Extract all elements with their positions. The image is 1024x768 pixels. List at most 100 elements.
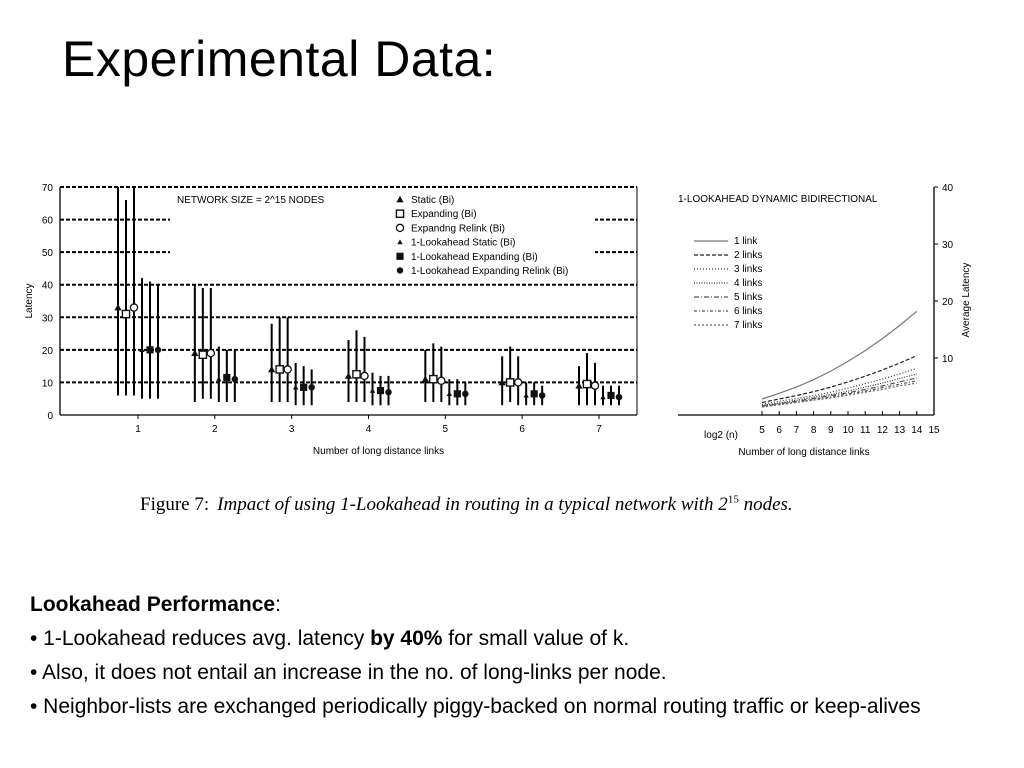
x-tick-label: 1 bbox=[135, 424, 141, 435]
data-point bbox=[114, 303, 122, 311]
series-line bbox=[761, 310, 918, 400]
data-point bbox=[530, 390, 538, 398]
notes-section: Lookahead Performance: • 1-Lookahead red… bbox=[30, 588, 990, 724]
legend-label: 3 links bbox=[734, 264, 762, 275]
data-point bbox=[538, 392, 546, 399]
x-tick-label: 5 bbox=[759, 425, 765, 436]
legend-label: 2 links bbox=[734, 250, 762, 261]
x-tick-label: 7 bbox=[596, 424, 602, 435]
data-point bbox=[385, 388, 392, 396]
data-point bbox=[308, 384, 315, 391]
bullet-2-text: • Also, it does not entail an increase i… bbox=[30, 661, 667, 684]
caption-text: Impact of using 1-Lookahead in routing i… bbox=[217, 494, 793, 515]
x-tick-label: 14 bbox=[911, 425, 923, 436]
x-axis-label: Number of long distance links bbox=[738, 447, 869, 458]
caption-superscript: 15 bbox=[727, 494, 739, 506]
legend-label: 4 links bbox=[734, 278, 762, 289]
data-point bbox=[344, 372, 353, 379]
x-tick-label: 6 bbox=[776, 425, 782, 436]
data-point bbox=[523, 392, 529, 398]
figure-caption: Figure 7: Impact of using 1-Lookahead in … bbox=[140, 494, 793, 516]
legend-marker bbox=[396, 195, 404, 203]
y-tick-label: 10 bbox=[942, 354, 954, 365]
data-point bbox=[206, 348, 216, 358]
latency-chart: 0 10 20 30 40 50 60 70 1 2 3 4 5 6 7 Number of long dis… bbox=[24, 183, 638, 457]
data-point bbox=[146, 346, 154, 354]
y-tick-label: 40 bbox=[42, 281, 54, 292]
bullet-1: • 1-Lookahead reduces avg. latency by 40… bbox=[30, 622, 990, 656]
notes-heading-suffix: : bbox=[275, 593, 281, 616]
data-point bbox=[191, 349, 199, 356]
data-point bbox=[607, 391, 615, 400]
data-point bbox=[360, 371, 369, 381]
series-line bbox=[761, 367, 917, 405]
legend-label: 6 links bbox=[734, 306, 762, 317]
y-tick-label: 0 bbox=[47, 411, 53, 422]
data-point bbox=[369, 387, 376, 393]
legend-marker bbox=[397, 239, 403, 245]
data-point bbox=[498, 378, 506, 386]
data-point bbox=[292, 384, 299, 390]
chart-title: NETWORK SIZE = 2^15 NODES bbox=[177, 195, 325, 206]
x-tick-label: 15 bbox=[928, 425, 940, 436]
caption-label: Figure 7: bbox=[140, 494, 210, 516]
x-tick-label: 4 bbox=[366, 424, 372, 435]
slide-title: Experimental Data: bbox=[62, 31, 497, 87]
y-axis-label: Average Latency bbox=[961, 263, 972, 338]
data-point bbox=[615, 393, 623, 401]
y-tick-label: 50 bbox=[42, 248, 54, 259]
data-point bbox=[582, 379, 592, 389]
series-line bbox=[761, 355, 918, 404]
data-point bbox=[513, 378, 523, 387]
data-point bbox=[505, 378, 515, 387]
legend-marker bbox=[395, 223, 405, 233]
y-tick-label: 30 bbox=[942, 240, 954, 251]
data-point bbox=[275, 365, 284, 374]
legend-marker bbox=[395, 209, 405, 219]
notes-heading-line: Lookahead Performance: bbox=[30, 588, 990, 622]
y-tick-label: 20 bbox=[42, 346, 54, 357]
bullet-3-text: • Neighbor-lists are exchanged periodica… bbox=[30, 695, 921, 718]
x-prefix-label: log2 (n) bbox=[704, 430, 738, 441]
series-line bbox=[761, 377, 917, 407]
legend-box bbox=[170, 190, 595, 278]
series-line bbox=[761, 380, 917, 407]
legend-label: Expandng Relink (Bi) bbox=[411, 223, 505, 234]
data-point bbox=[129, 303, 139, 312]
bullet-1-text: • 1-Lookahead reduces avg. latency bbox=[30, 627, 371, 650]
data-point bbox=[376, 386, 385, 395]
bullet-2: • Also, it does not entail an increase i… bbox=[30, 656, 990, 690]
series-line bbox=[761, 373, 917, 406]
data-point bbox=[575, 382, 583, 389]
data-point bbox=[462, 390, 469, 398]
x-tick-label: 3 bbox=[289, 424, 295, 435]
legend-label: 1-Lookahead Expanding Relink (Bi) bbox=[411, 266, 568, 277]
legend-marker bbox=[396, 267, 404, 274]
legend-label: 1 link bbox=[734, 236, 758, 247]
legend-label: Expanding (Bi) bbox=[411, 209, 477, 220]
x-tick-label: 10 bbox=[842, 425, 854, 436]
x-tick-label: 7 bbox=[794, 425, 800, 436]
data-point bbox=[421, 375, 429, 383]
data-point bbox=[154, 346, 162, 354]
y-tick-label: 20 bbox=[942, 297, 954, 308]
legend-label: 1-Lookahead Static (Bi) bbox=[411, 238, 516, 249]
x-axis-label: Number of long distance links bbox=[313, 446, 444, 457]
data-point bbox=[216, 376, 222, 382]
x-tick-label: 5 bbox=[443, 424, 449, 435]
y-tick-label: 70 bbox=[42, 183, 54, 194]
data-point bbox=[352, 369, 361, 379]
caption-text-before: Impact of using 1-Lookahead in routing i… bbox=[217, 494, 728, 516]
x-tick-label: 13 bbox=[894, 425, 906, 436]
y-tick-label: 40 bbox=[942, 183, 954, 194]
data-point bbox=[437, 376, 446, 386]
y-tick-label: 60 bbox=[42, 216, 54, 227]
data-point bbox=[139, 347, 145, 353]
data-point bbox=[600, 394, 606, 400]
data-point bbox=[300, 383, 308, 391]
legend-label: 7 links bbox=[734, 320, 762, 331]
average-latency-chart: 10 20 30 40 5 6 7 8 9 10 11 12 13 14 15 log2 (n)Number … bbox=[678, 183, 972, 458]
x-tick-label: 6 bbox=[519, 424, 525, 435]
data-point bbox=[429, 374, 438, 384]
